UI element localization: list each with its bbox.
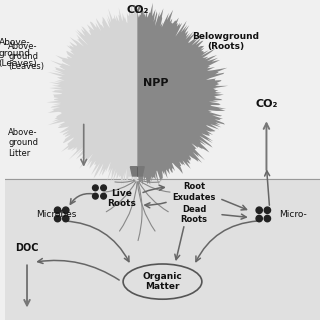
Text: Microbes: Microbes — [36, 210, 77, 219]
Text: Belowground
(Roots): Belowground (Roots) — [192, 32, 259, 52]
Circle shape — [101, 185, 107, 191]
Circle shape — [92, 193, 98, 199]
Circle shape — [264, 215, 270, 222]
Text: Above-
ground
Litter: Above- ground Litter — [8, 128, 38, 158]
Circle shape — [54, 215, 61, 222]
Text: Dead
Roots: Dead Roots — [180, 205, 207, 224]
Text: Above-
ground
(Leaves): Above- ground (Leaves) — [8, 42, 44, 71]
Text: NPP: NPP — [143, 78, 169, 88]
Text: Above-
ground
(Leaves): Above- ground (Leaves) — [0, 38, 37, 68]
Polygon shape — [137, 3, 228, 187]
Text: Root
Exudates: Root Exudates — [172, 182, 216, 202]
Polygon shape — [46, 5, 137, 189]
Circle shape — [63, 207, 69, 213]
Polygon shape — [130, 167, 144, 176]
Text: CO₂: CO₂ — [126, 5, 148, 15]
Circle shape — [256, 215, 262, 222]
Circle shape — [54, 207, 61, 213]
Circle shape — [101, 193, 107, 199]
Text: Live
Roots: Live Roots — [107, 189, 136, 208]
Text: CO₂: CO₂ — [255, 99, 278, 109]
Text: Organic
Matter: Organic Matter — [143, 272, 182, 291]
Circle shape — [63, 215, 69, 222]
Circle shape — [256, 207, 262, 213]
Text: Micro-: Micro- — [279, 210, 307, 219]
Circle shape — [264, 207, 270, 213]
Circle shape — [92, 185, 98, 191]
Text: DOC: DOC — [15, 243, 39, 253]
